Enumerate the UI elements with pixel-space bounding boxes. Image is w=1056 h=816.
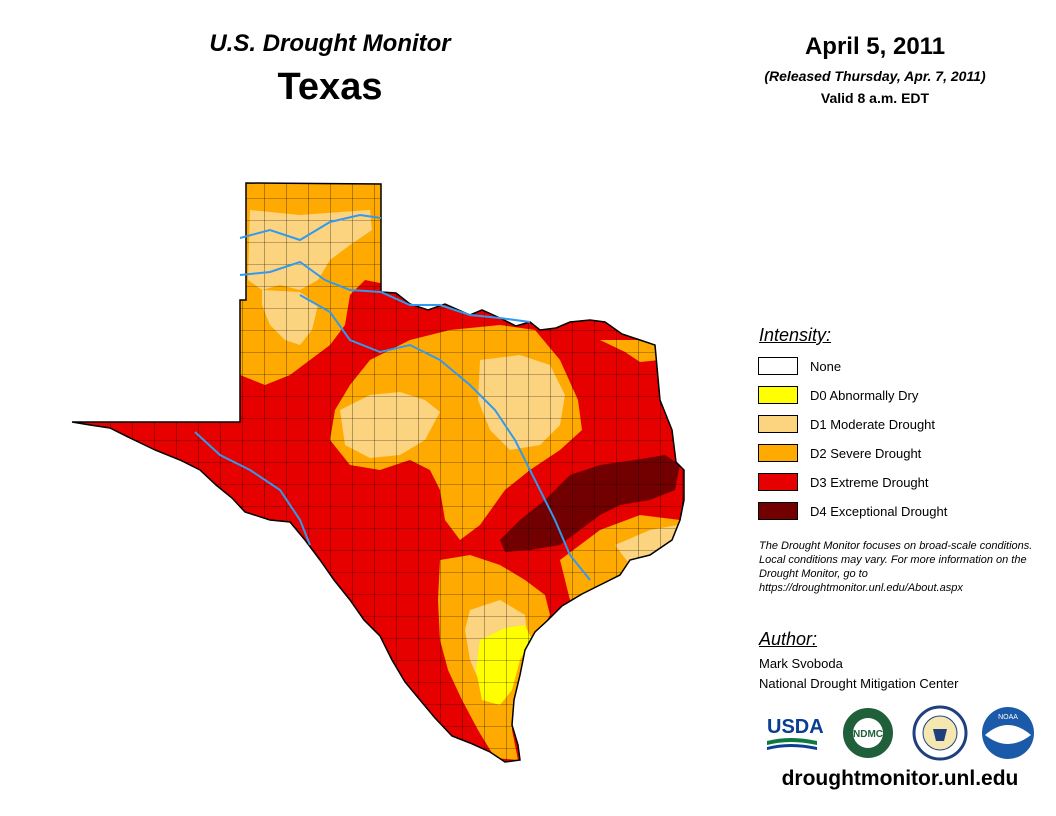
doc-seal-logo: [912, 705, 968, 761]
drought-intensity-areas: [72, 183, 684, 762]
county-lines: [72, 183, 684, 762]
partner-logos: USDA NDMC NOAA: [767, 705, 1034, 761]
pecos-river: [194, 431, 311, 546]
rivers: [194, 213, 591, 581]
author-heading: Author:: [759, 629, 818, 649]
website-url[interactable]: droughtmonitor.unl.edu: [781, 767, 1019, 790]
legend-item: D3 Extreme Drought: [758, 471, 929, 493]
legend-title: Intensity:: [759, 325, 832, 345]
disclaimer-note: The Drought Monitor focuses on broad-sca…: [759, 540, 1033, 594]
noaa-logo: NOAA: [982, 707, 1034, 759]
red-river: [380, 291, 531, 323]
legend-swatch: [758, 357, 798, 375]
legend-item: None: [758, 355, 841, 377]
legend-label: D2 Severe Drought: [810, 445, 922, 461]
legend-item: D0 Abnormally Dry: [758, 384, 918, 406]
legend-label: None: [810, 358, 842, 374]
red-river-fork: [239, 260, 382, 293]
brazos-river: [299, 294, 591, 581]
canadian-river: [239, 213, 382, 242]
legend-label: D4 Exceptional Drought: [810, 503, 948, 519]
svg-text:NOAA: NOAA: [998, 714, 1018, 721]
author-name: Mark Svoboda: [759, 656, 843, 671]
legend-swatch: [758, 415, 798, 433]
texas-drought-map: [71, 182, 685, 763]
svg-text:NDMC: NDMC: [853, 729, 883, 740]
map-title: U.S. Drought Monitor: [209, 30, 451, 57]
legend-item: D2 Severe Drought: [758, 442, 921, 464]
legend-item: D1 Moderate Drought: [758, 413, 935, 435]
svg-text:USDA: USDA: [767, 716, 824, 738]
ndmc-logo: NDMC: [841, 706, 895, 760]
state-outline: [71, 182, 685, 763]
legend-label: D3 Extreme Drought: [810, 474, 929, 490]
usda-logo: USDA: [767, 716, 824, 750]
map-date: April 5, 2011: [804, 33, 946, 60]
legend-swatch: [758, 386, 798, 404]
legend-label: D0 Abnormally Dry: [810, 387, 919, 403]
legend-label: D1 Moderate Drought: [810, 416, 936, 432]
legend-item: D4 Exceptional Drought: [758, 500, 947, 522]
author-organization: National Drought Mitigation Center: [759, 676, 959, 691]
release-date: (Released Thursday, Apr. 7, 2011): [764, 68, 986, 84]
legend-swatch: [758, 473, 798, 491]
legend-swatch: [758, 444, 798, 462]
region-title: Texas: [277, 66, 383, 108]
legend-swatch: [758, 502, 798, 520]
valid-time: Valid 8 a.m. EDT: [820, 90, 930, 106]
